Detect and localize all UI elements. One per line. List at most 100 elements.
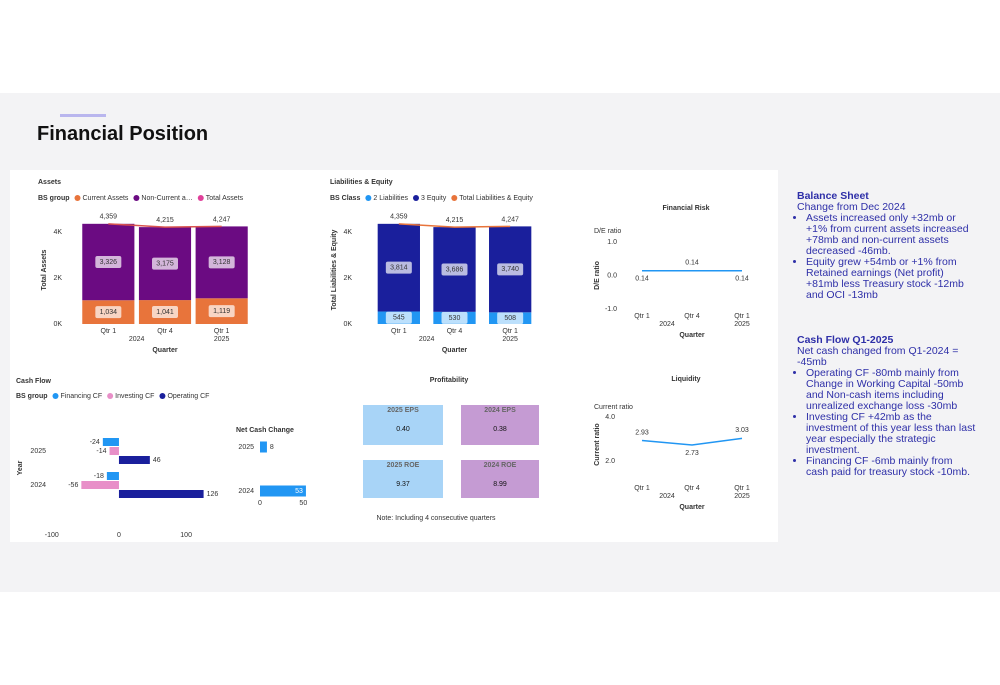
data-label: 3,326 — [100, 259, 118, 266]
x-axis-label: Quarter — [152, 347, 178, 354]
data-label: 0.14 — [635, 276, 649, 283]
data-label-bg — [95, 256, 122, 269]
data-label: 3,175 — [156, 260, 174, 267]
data-label-bg — [497, 312, 524, 325]
note-bullet: Financing CF -6mb mainly from cash paid … — [806, 456, 977, 478]
x-tick-label: 50 — [299, 500, 307, 507]
total-line — [398, 223, 511, 228]
legend-label: Investing CF — [115, 393, 154, 400]
legend-label: 2 Liabilities — [373, 195, 408, 202]
note-bullet: Assets increased only +32mb or +1% from … — [806, 213, 977, 257]
legend-label: 3 Equity — [421, 195, 447, 202]
legend-swatch — [159, 393, 166, 399]
kpi-card — [461, 405, 539, 445]
data-label: -24 — [90, 439, 100, 446]
data-label: 46 — [153, 457, 161, 464]
x-axis-label: Quarter — [679, 504, 705, 511]
x-tick-label: Qtr 4 — [684, 485, 700, 492]
y-tick-label: 4.0 — [605, 414, 615, 421]
data-label: -18 — [94, 473, 104, 480]
chart-title: Financial Risk — [662, 205, 709, 212]
bar — [102, 438, 119, 446]
kpi-title: 2024 ROE — [484, 462, 517, 469]
x-tick-label: Qtr 1 — [502, 328, 518, 335]
data-label: 508 — [504, 315, 516, 322]
data-label: 126 — [207, 491, 219, 498]
legend-label: Total Liabilities & Equity — [459, 195, 533, 202]
data-label: 545 — [393, 315, 405, 322]
data-label: 3,128 — [213, 259, 231, 266]
y-tick-label: 2024 — [30, 482, 46, 489]
x-tick-label: Qtr 4 — [157, 328, 173, 335]
y-axis-label: Total Assets — [41, 249, 48, 290]
legend-swatch — [197, 195, 204, 201]
kpi-value: 0.40 — [396, 426, 410, 433]
data-label-bg — [152, 306, 178, 319]
series-label: Current ratio — [594, 404, 633, 411]
kpi-value: 9.37 — [396, 481, 410, 488]
y-tick-label: 0.0 — [607, 272, 617, 279]
data-label-bg — [208, 256, 235, 269]
note-heading: Balance Sheet — [797, 190, 869, 202]
note-bullet: Investing CF +42mb as the investment of … — [806, 412, 977, 456]
y-tick-label: 4K — [53, 229, 62, 236]
note-lead: Net cash changed from Q1-2024 = -45mb — [797, 345, 959, 368]
data-label-bg — [441, 263, 468, 276]
legend-swatch — [451, 195, 458, 201]
data-label: 4,247 — [213, 216, 231, 223]
data-label: 1,041 — [156, 309, 174, 316]
y-tick-label: 4K — [343, 229, 352, 236]
bar — [106, 472, 119, 480]
y-axis-label: Total Liabilities & Equity — [331, 230, 338, 311]
page-title: Financial Position — [37, 123, 209, 145]
y-axis-label: D/E ratio — [594, 261, 601, 290]
note-section: Cash Flow Q1-2025 Net cash changed from Q… — [797, 335, 977, 478]
x-tick-label: Qtr 1 — [214, 328, 230, 335]
x-tick-label: Qtr 1 — [734, 485, 750, 492]
x-tick-label: Qtr 1 — [634, 313, 650, 320]
legend-swatch — [107, 393, 114, 399]
legend-title: BS group — [38, 195, 70, 202]
x-tick-label: 0 — [117, 532, 121, 539]
data-label-bg — [497, 263, 524, 276]
data-label: 4,247 — [501, 216, 519, 223]
legend-label: Financing CF — [61, 393, 103, 400]
kpi-value: 8.99 — [493, 481, 507, 488]
x-group-label: 2024 — [659, 493, 675, 500]
bar — [260, 485, 306, 497]
x-tick-label: Qtr 1 — [101, 328, 117, 335]
data-label: 2.93 — [635, 429, 649, 436]
kpi-card — [363, 460, 443, 498]
data-label: -56 — [68, 482, 78, 489]
total-line — [108, 223, 222, 228]
note: Note: Including 4 consecutive quarters — [376, 515, 496, 522]
kpi-title: 2025 EPS — [387, 407, 419, 414]
data-label: 1,034 — [100, 309, 118, 316]
legend-label: Current Assets — [83, 195, 129, 202]
y-tick-label: 0K — [343, 321, 352, 328]
x-tick-label: Qtr 4 — [684, 313, 700, 320]
bar — [260, 441, 267, 453]
note-bullet: Equity grew +54mb or +1% from Retained e… — [806, 257, 977, 301]
legend-title: BS group — [16, 393, 48, 400]
y-tick-label: -1.0 — [605, 306, 617, 313]
y-tick-label: 1.0 — [607, 239, 617, 246]
line — [641, 437, 743, 446]
y-axis-label: Year — [17, 460, 24, 475]
data-label: 0.14 — [735, 276, 749, 283]
x-group-label: 2024 — [419, 336, 435, 343]
bar — [118, 490, 204, 498]
data-label-bg — [385, 261, 412, 274]
note-heading: Cash Flow Q1-2025 — [797, 334, 894, 346]
data-label: 4,359 — [390, 214, 408, 221]
data-label-bg — [385, 311, 412, 324]
data-label-bg — [152, 257, 178, 270]
x-group-label: 2025 — [734, 321, 750, 328]
x-group-label: 2025 — [214, 336, 230, 343]
y-axis-label: Current ratio — [594, 423, 601, 465]
data-label-bg — [441, 311, 468, 324]
bar — [81, 481, 119, 489]
note-lead: Change from Dec 2024 — [797, 201, 906, 213]
legend-label: Total Assets — [206, 195, 244, 202]
series-label: D/E ratio — [594, 228, 621, 235]
